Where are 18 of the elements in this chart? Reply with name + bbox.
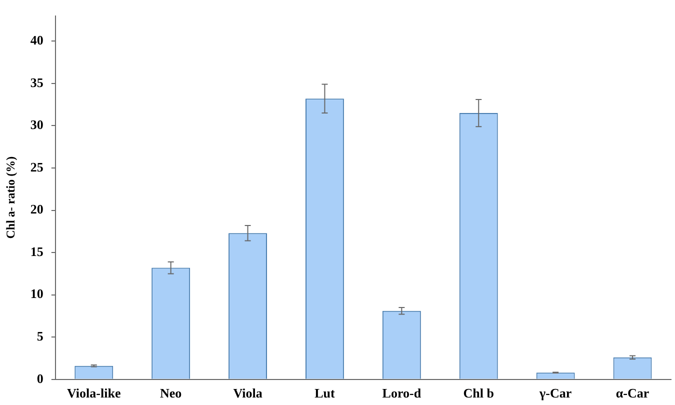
y-tick-label: 25 (30, 159, 44, 174)
y-tick-label: 30 (30, 117, 44, 132)
x-tick-label: Viola-like (67, 386, 121, 401)
x-tick-label: Chl b (463, 386, 494, 401)
x-tick-label: Viola (233, 386, 263, 401)
x-tick-label: γ-Car (538, 386, 572, 401)
y-tick-label: 20 (30, 202, 44, 217)
y-tick-label: 5 (36, 328, 44, 344)
y-tick-label: 35 (30, 74, 44, 90)
x-tick-label: Lut (314, 386, 336, 401)
y-tick-label: 40 (30, 32, 44, 48)
x-tick-label: Neo (160, 386, 182, 401)
x-tick-label: α-Car (616, 386, 650, 401)
y-tick-label: 10 (30, 286, 44, 302)
x-tick-label: Loro-d (382, 386, 422, 401)
y-tick-label: 15 (30, 244, 44, 259)
y-axis-title: Chl a- ratio (%) (3, 156, 18, 239)
y-tick-label: 0 (36, 370, 44, 386)
